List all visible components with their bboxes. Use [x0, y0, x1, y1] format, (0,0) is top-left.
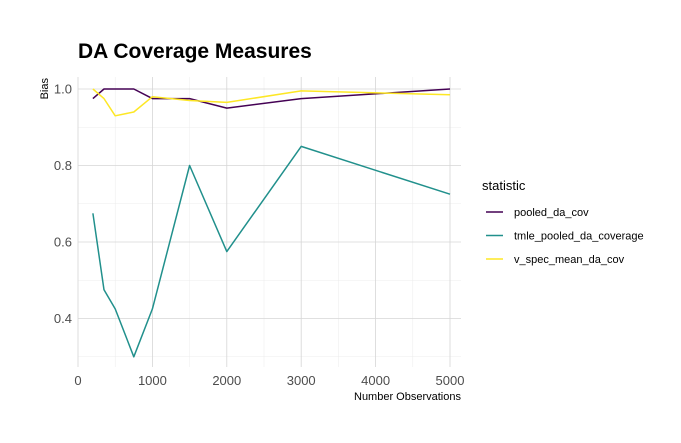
- grid-minor: [78, 77, 461, 367]
- legend-label-tmle_pooled_da_coverage: tmle_pooled_da_coverage: [514, 231, 644, 243]
- legend-label-pooled_da_cov: pooled_da_cov: [514, 207, 589, 219]
- y-tick-label: 0.4: [54, 311, 72, 326]
- series-group: [92, 88, 451, 358]
- x-tick-labels: 0 1000 2000 3000 4000 5000: [74, 373, 464, 388]
- x-axis-label: Number Observations: [354, 391, 461, 403]
- series-line-tmle_pooled_da_coverage: [92, 145, 451, 358]
- y-axis-label: Bias: [39, 78, 51, 100]
- y-tick-label: 0.6: [54, 235, 72, 250]
- x-tick-label: 1000: [138, 373, 167, 388]
- y-tick-labels: 0.4 0.6 0.8 1.0: [54, 82, 72, 327]
- series-line-v_spec_mean_da_cov: [92, 88, 451, 117]
- y-tick-label: 0.8: [54, 158, 72, 173]
- x-tick-label: 5000: [436, 373, 465, 388]
- grid-major: [77, 77, 461, 367]
- x-tick-label: 4000: [361, 373, 390, 388]
- legend-title: statistic: [482, 178, 526, 193]
- legend: statistic pooled_da_cov tmle_pooled_da_co…: [482, 178, 644, 266]
- y-tick-label: 1.0: [54, 82, 72, 97]
- legend-items: pooled_da_cov tmle_pooled_da_coverage v_sp…: [486, 207, 644, 266]
- x-tick-label: 2000: [212, 373, 241, 388]
- legend-item-pooled_da_cov: pooled_da_cov: [486, 207, 589, 219]
- chart-title: DA Coverage Measures: [78, 40, 312, 63]
- series-line-pooled_da_cov: [92, 88, 451, 109]
- legend-item-tmle_pooled_da_coverage: tmle_pooled_da_coverage: [486, 231, 644, 243]
- x-tick-label: 3000: [287, 373, 316, 388]
- x-tick-label: 0: [74, 373, 81, 388]
- legend-item-v_spec_mean_da_cov: v_spec_mean_da_cov: [486, 254, 625, 266]
- legend-label-v_spec_mean_da_cov: v_spec_mean_da_cov: [514, 254, 625, 266]
